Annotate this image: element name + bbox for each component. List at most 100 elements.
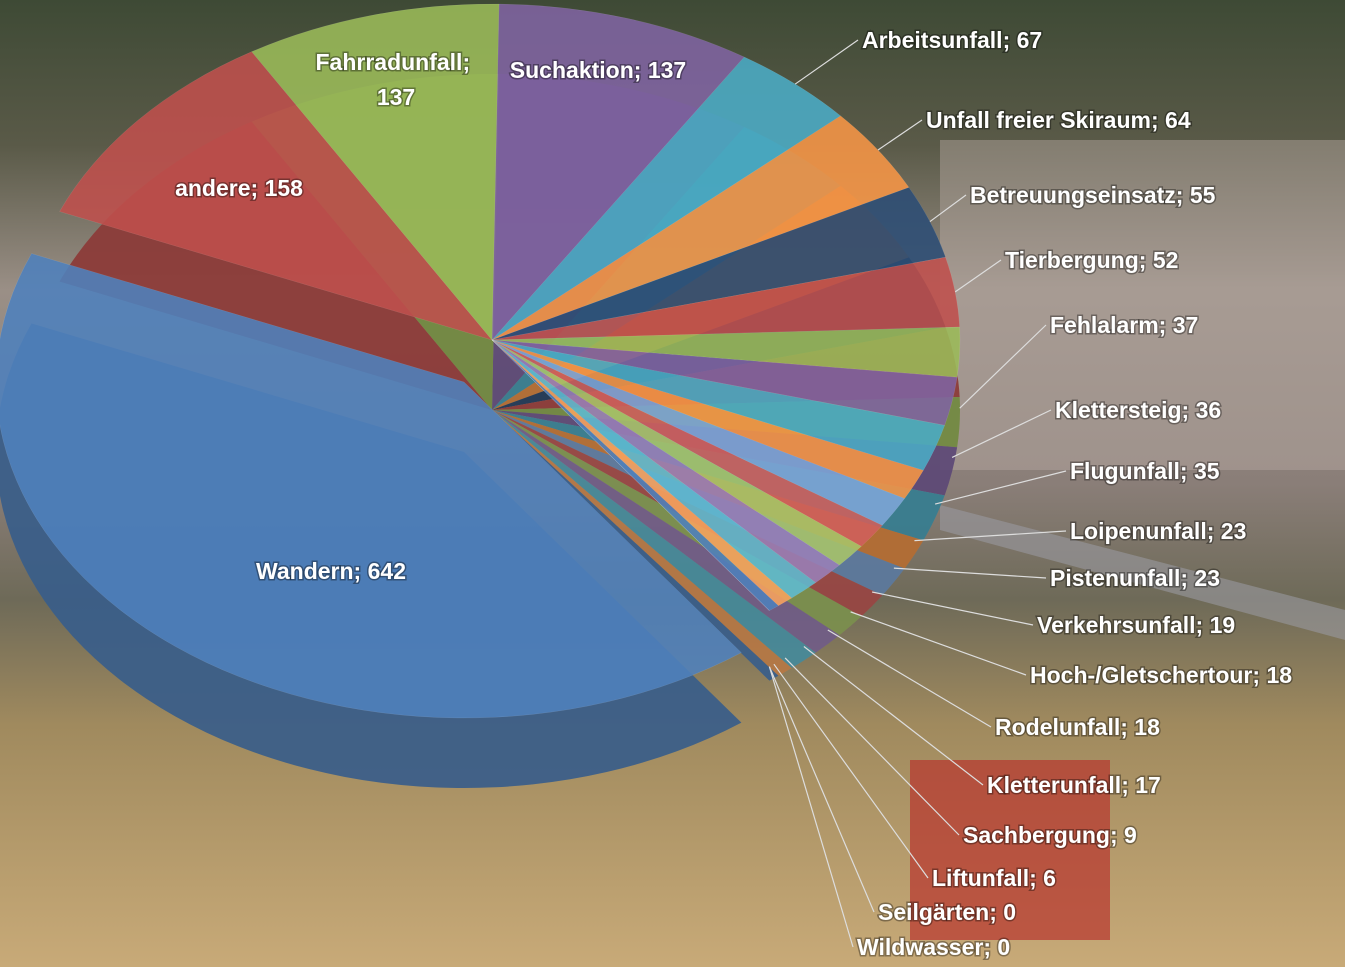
label-category: Unfall freier Skiraum xyxy=(926,107,1151,133)
label-category: Kletterunfall xyxy=(987,772,1121,798)
slice xyxy=(491,339,840,583)
slice-side-shade xyxy=(492,410,779,681)
slice-side-shade xyxy=(492,410,792,676)
slice xyxy=(491,326,961,378)
label-value: 18 xyxy=(1266,662,1292,688)
data-label: Flugunfall; 35 xyxy=(1070,458,1220,484)
leader-line xyxy=(959,324,1047,409)
slice-side xyxy=(492,410,779,681)
label-value: 0 xyxy=(1003,899,1016,925)
label-value: 137 xyxy=(377,84,415,110)
data-label: Seilgärten; 0 xyxy=(878,899,1016,925)
data-label: Wildwasser; 0 xyxy=(857,934,1010,960)
leader-line xyxy=(893,567,1047,579)
leader-line xyxy=(877,119,923,151)
leader-line xyxy=(951,409,1052,458)
slice xyxy=(0,253,742,719)
label-separator: ; xyxy=(1151,107,1165,133)
label-category: andere xyxy=(175,175,250,201)
slice-side-face xyxy=(492,410,779,681)
label-separator: ; xyxy=(1159,312,1173,338)
label-value: 6 xyxy=(1043,865,1056,891)
slice xyxy=(491,3,745,341)
label-value: 23 xyxy=(1221,518,1247,544)
label-separator: ; xyxy=(1110,822,1124,848)
leader-line xyxy=(768,666,854,948)
slice-side-face xyxy=(492,410,792,676)
data-label: Fahrradunfall; 137 xyxy=(315,49,476,110)
label-separator: ; xyxy=(1120,714,1134,740)
leader-line xyxy=(803,646,984,786)
leader-line xyxy=(827,629,992,728)
label-category: Flugunfall xyxy=(1070,458,1180,484)
data-label: Kletterunfall; 17 xyxy=(987,772,1161,798)
leader-line xyxy=(784,657,960,836)
data-label: Arbeitsunfall; 67 xyxy=(862,27,1042,53)
label-category: Suchaktion xyxy=(510,57,634,83)
data-label: Klettersteig; 36 xyxy=(1055,397,1221,423)
slice xyxy=(491,339,883,547)
label-value: 35 xyxy=(1194,458,1220,484)
data-label: Loipenunfall; 23 xyxy=(1070,518,1246,544)
label-category: Arbeitsunfall xyxy=(862,27,1003,53)
slice xyxy=(491,339,817,599)
label-separator: ; xyxy=(1252,662,1266,688)
label-value: 37 xyxy=(1173,312,1199,338)
label-category: Tierbergung xyxy=(1005,247,1139,273)
label-value: 158 xyxy=(265,175,304,201)
leader-line xyxy=(794,39,859,85)
label-separator: ; xyxy=(1207,518,1221,544)
rescuers xyxy=(910,760,1110,940)
data-label: Liftunfall; 6 xyxy=(932,865,1056,891)
slice xyxy=(491,339,793,607)
label-value: 642 xyxy=(368,558,406,584)
slice-side-shade xyxy=(492,410,816,669)
label-separator: ; xyxy=(354,558,368,584)
data-label: Wandern; 642 xyxy=(256,558,406,584)
label-value: 18 xyxy=(1134,714,1160,740)
slice xyxy=(491,339,945,471)
slice-side xyxy=(492,410,792,676)
label-separator: ; xyxy=(1196,612,1210,638)
label-separator: ; xyxy=(251,175,265,201)
label-category: Seilgärten xyxy=(878,899,989,925)
label-value: 67 xyxy=(1017,27,1043,53)
label-category: Fahrradunfall xyxy=(315,49,462,75)
slice xyxy=(491,339,906,526)
leader-line xyxy=(871,591,1034,626)
label-category: Klettersteig xyxy=(1055,397,1182,423)
label-category: Pistenunfall xyxy=(1050,565,1180,591)
label-category: Rodelunfall xyxy=(995,714,1120,740)
slice xyxy=(59,51,493,341)
road xyxy=(940,505,1345,640)
data-label: Verkehrsunfall; 19 xyxy=(1037,612,1235,638)
data-label: Tierbergung; 52 xyxy=(1005,247,1178,273)
label-category: Verkehrsunfall xyxy=(1037,612,1196,638)
slice xyxy=(491,339,958,426)
label-category: Wildwasser xyxy=(857,934,983,960)
leader-line xyxy=(850,611,1027,676)
label-value: 19 xyxy=(1210,612,1236,638)
leader-line xyxy=(773,663,929,879)
label-value: 64 xyxy=(1165,107,1191,133)
label-category: Wandern xyxy=(256,558,354,584)
leader-line xyxy=(768,666,875,913)
label-category: Hoch-/Gletschertour xyxy=(1030,662,1252,688)
label-separator: ; xyxy=(462,49,476,75)
data-label: Pistenunfall; 23 xyxy=(1050,565,1220,591)
leader-line xyxy=(929,194,967,223)
data-label: Fehlalarm; 37 xyxy=(1050,312,1198,338)
label-separator: ; xyxy=(1180,565,1194,591)
data-label: Rodelunfall; 18 xyxy=(995,714,1160,740)
label-separator: ; xyxy=(634,57,648,83)
slice xyxy=(491,339,862,566)
labels: Suchaktion; 137 Arbeitsunfall; 67 Unfall f… xyxy=(174,26,1294,962)
label-separator: ; xyxy=(983,934,997,960)
label-separator: ; xyxy=(1182,397,1196,423)
label-value: 17 xyxy=(1135,772,1161,798)
data-label: Sachbergung; 9 xyxy=(963,822,1137,848)
label-category: Liftunfall xyxy=(932,865,1029,891)
label-value: 52 xyxy=(1153,247,1179,273)
